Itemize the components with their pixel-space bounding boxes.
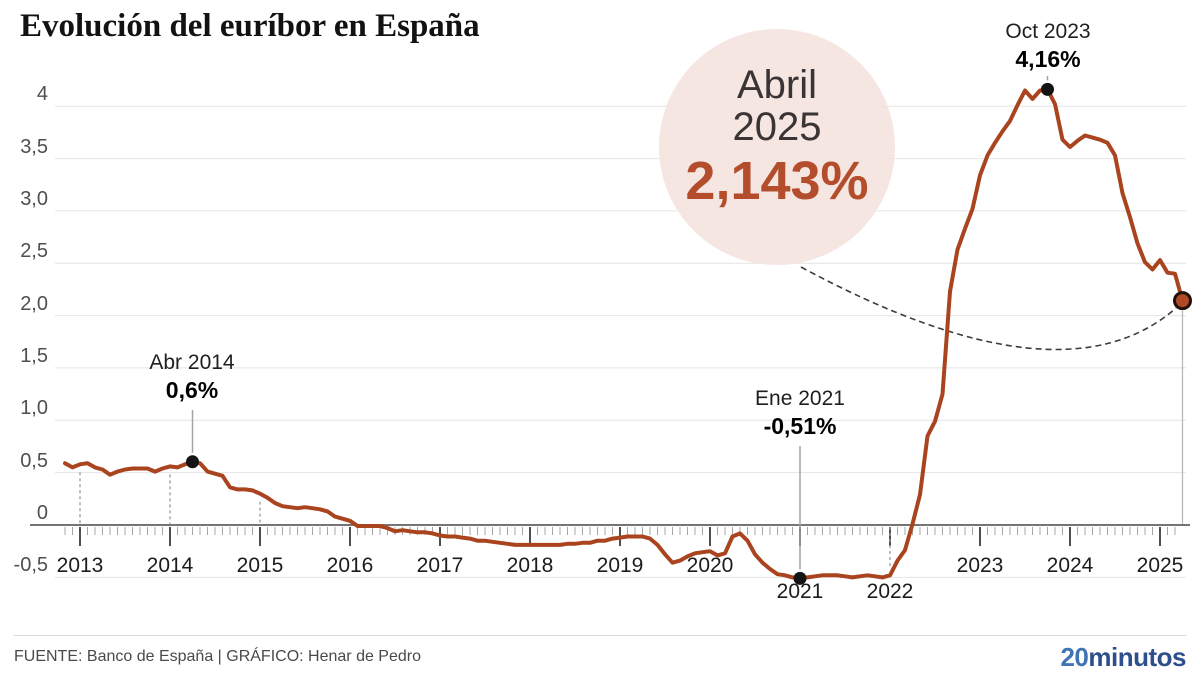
x-axis-label: 2024 <box>1046 554 1094 577</box>
y-axis-label: 0 <box>36 502 48 524</box>
y-axis-label: 3,5 <box>20 136 48 158</box>
annotation-abr-2014: Abr 2014 0,6% <box>82 350 302 404</box>
euribor-line <box>63 87 1185 581</box>
x-axis-label: 2021 <box>776 580 824 603</box>
y-axis-label: 3,0 <box>20 188 48 210</box>
brand-logo: 20minutos <box>1060 642 1186 673</box>
annotation-dot <box>1041 82 1054 96</box>
x-axis-label: 2025 <box>1136 554 1184 577</box>
x-axis-label: 2013 <box>56 554 104 577</box>
chart-title: Evolución del euríbor en España <box>20 8 480 44</box>
final-point-marker <box>1173 291 1192 311</box>
callout-value: 2,143% <box>685 151 869 211</box>
y-axis-label: -0,5 <box>13 554 48 576</box>
x-axis-label: 2019 <box>596 554 644 577</box>
annotation-value-label: 4,16% <box>1015 46 1081 72</box>
footer-divider <box>14 635 1186 636</box>
brand-logo-20: 20 <box>1060 642 1089 672</box>
annotation-ene-2021: Ene 2021 -0,51% <box>690 386 910 440</box>
x-axis-label: 2020 <box>686 554 734 577</box>
y-axis-label: 0,5 <box>20 450 48 472</box>
x-axis-label: 2017 <box>416 554 464 577</box>
x-axis-label: 2016 <box>326 554 374 577</box>
x-axis-label: 2018 <box>506 554 554 577</box>
annotation-period-label: Oct 2023 <box>1005 20 1091 43</box>
annotation-value-label: 0,6% <box>165 377 219 403</box>
callout-month-label: Abril <box>736 63 818 107</box>
callout-abril-2025: Abril 2025 2,143% <box>617 64 937 210</box>
annotation-dot <box>793 571 807 585</box>
x-axis-label: 2022 <box>866 580 914 603</box>
y-axis-label: 2,0 <box>20 293 48 315</box>
y-axis-label: 4 <box>36 83 48 105</box>
annotation-oct-2023: Oct 2023 4,16% <box>938 19 1158 73</box>
x-axis-label: 2023 <box>956 554 1004 577</box>
footer-credits: FUENTE: Banco de España | GRÁFICO: Henar… <box>14 648 421 665</box>
annotation-period-label: Ene 2021 <box>755 387 845 410</box>
callout-connector-dashed-line <box>800 266 1177 351</box>
y-axis-label: 1,5 <box>20 345 48 367</box>
annotation-dot <box>186 455 199 469</box>
callout-year-label: 2025 <box>732 105 822 149</box>
x-axis-label: 2014 <box>146 554 194 577</box>
annotation-value-label: -0,51% <box>763 413 837 439</box>
x-axis-label: 2015 <box>236 554 284 577</box>
y-axis-label: 2,5 <box>20 240 48 262</box>
callout-circle <box>659 29 895 265</box>
y-axis-label: 1,0 <box>20 397 48 419</box>
brand-logo-minutos: minutos <box>1088 642 1186 672</box>
annotation-period-label: Abr 2014 <box>149 351 235 374</box>
